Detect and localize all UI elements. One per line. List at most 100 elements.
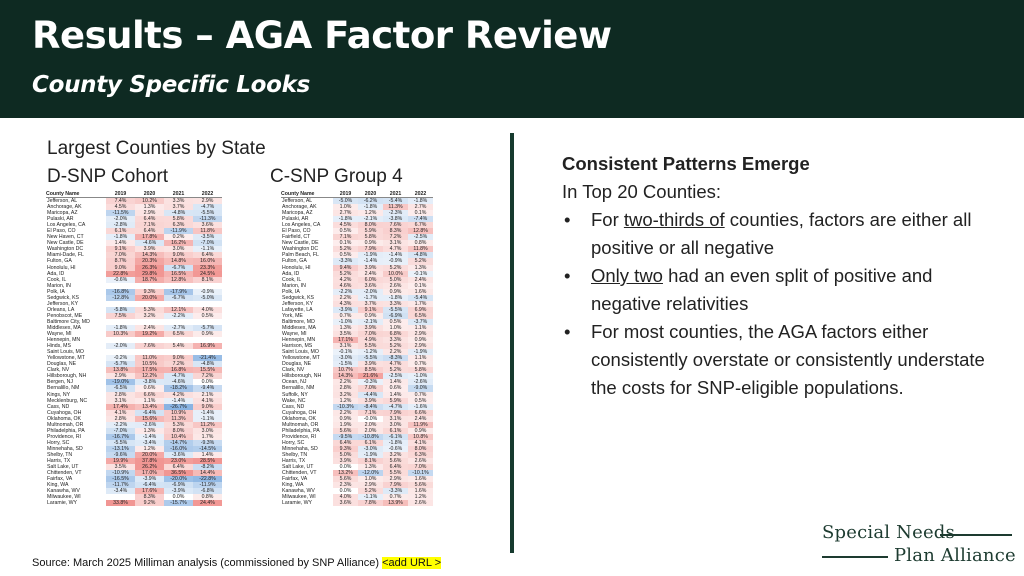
factor-cell: 3.1%	[106, 397, 135, 404]
factor-cell: 9.0%	[164, 355, 193, 362]
factor-cell: 0.9%	[193, 331, 222, 338]
factor-cell: 3.1%	[383, 415, 408, 422]
factor-cell: 0.1%	[408, 210, 433, 217]
table-row: Middlesex, MA -1.8% 2.4% -2.7% -5.7%	[46, 324, 222, 332]
factor-cell: -2.6%	[135, 421, 164, 428]
county-name-cell: Ada, ID	[282, 270, 300, 277]
table-row: El Paso, CO 0.5% 5.9% 8.3% 12.8%	[281, 228, 433, 235]
factor-cell: 0.7%	[408, 361, 433, 368]
factor-cell: -3.3%	[383, 488, 408, 495]
county-name-cell: Wayne, MI	[47, 331, 72, 338]
factor-cell: 10.4%	[164, 433, 193, 440]
factor-cell: 3.3%	[383, 337, 408, 344]
factor-cell: -3.9%	[333, 306, 358, 313]
column-header: 2020	[135, 191, 164, 198]
factor-cell: -2.6%	[408, 379, 433, 386]
factor-cell: 7.0%	[106, 252, 135, 259]
table-row: Laramie, WY 3.6% 7.8% 13.9% 2.6%	[281, 500, 433, 507]
table-row: Clark, NV 10.7% 8.5% 5.2% 5.8%	[281, 367, 433, 374]
county-name-cell: Jefferson, KY	[282, 300, 314, 307]
factor-cell: 0.5%	[333, 252, 358, 259]
findings-title: Consistent Patterns Emerge	[562, 153, 810, 174]
factor-cell: 4.1%	[408, 439, 433, 446]
factor-cell: 33.8%	[106, 500, 135, 507]
factor-cell: 3.2%	[135, 312, 164, 319]
factor-cell: -3.4%	[106, 488, 135, 495]
factor-cell: -9.4%	[193, 385, 222, 392]
factor-cell: 1.1%	[135, 397, 164, 404]
factor-cell: -0.9%	[193, 288, 222, 295]
factor-cell: 2.0%	[358, 421, 383, 428]
county-name-cell: Shelby, TN	[282, 451, 308, 458]
factor-cell: 1.0%	[383, 324, 408, 332]
factor-cell: -4.6%	[164, 379, 193, 386]
table-row: Polk, IA -16.8% 9.3% -17.9% -0.9%	[46, 288, 222, 295]
factor-cell: 0.7%	[333, 312, 358, 319]
table-row: Douglas, NE -5.7% 10.5% 7.2% -4.8%	[46, 361, 222, 368]
factor-cell: -5.0%	[333, 197, 358, 205]
factor-cell: 16.5%	[164, 270, 193, 277]
factor-cell: -5.5%	[383, 306, 408, 313]
factor-cell: 3.1%	[333, 343, 358, 350]
factor-cell: 4.0%	[333, 494, 358, 501]
county-name-cell: Marion, IN	[47, 282, 71, 289]
factor-cell: 1.4%	[383, 391, 408, 398]
factor-cell: 1.3%	[408, 264, 433, 271]
factor-cell: 8.0%	[358, 222, 383, 229]
county-name-cell: Philadelphia, PA	[282, 427, 320, 434]
county-name-cell: Hinds, MS	[47, 343, 71, 350]
factor-cell: -2.1%	[358, 318, 383, 325]
factor-cell: 2.4%	[408, 415, 433, 422]
factor-cell: 5.6%	[383, 458, 408, 465]
factor-cell: 6.8%	[383, 331, 408, 338]
factor-cell: 7.2%	[193, 373, 222, 380]
county-name-cell: Miami-Dade, FL	[47, 252, 84, 259]
county-name-cell: Cook, IL	[282, 276, 302, 283]
county-name-cell: Suffolk, NY	[282, 391, 308, 398]
county-name-cell: Minnehaha, SD	[282, 445, 318, 452]
table-row: Cuyahoga, OH 2.2% 7.1% 7.9% 6.6%	[281, 409, 433, 416]
factor-cell: 4.1%	[106, 409, 135, 416]
factor-cell: 1.9%	[333, 421, 358, 428]
county-name-cell: Yellowstone, MT	[282, 355, 320, 362]
table-row: Los Angeles, CA 4.5% 8.0% 7.6% 6.7%	[281, 222, 433, 229]
county-name-cell: Fairfield, CT	[282, 234, 311, 241]
factor-cell: 14.8%	[164, 258, 193, 265]
factor-cell: 5.8%	[408, 367, 433, 374]
county-name-cell: Pulaski, AR	[282, 216, 309, 223]
factor-cell: -1.8%	[358, 204, 383, 211]
table-row: Milwaukee, WI 4.0% -1.1% 0.7% 1.2%	[281, 494, 433, 501]
table-row: Bernalillo, NM -6.5% 0.6% -18.2% -9.4%	[46, 385, 222, 392]
table-row: Washington DC 5.2% 7.9% 4.7% 11.8%	[281, 246, 433, 253]
factor-cell: -3.0%	[358, 445, 383, 452]
factor-cell: -2.3%	[383, 210, 408, 217]
county-name-cell: Honolulu, HI	[282, 264, 311, 271]
factor-cell: -2.0%	[106, 343, 135, 350]
county-name-cell: Ocean, NJ	[282, 379, 307, 386]
factor-cell: -3.3%	[333, 258, 358, 265]
factor-cell: 2.3%	[333, 482, 358, 489]
county-name-cell: Yellowstone, MT	[47, 355, 85, 362]
factor-cell: 2.4%	[358, 270, 383, 277]
factor-cell: -5.0%	[193, 294, 222, 301]
factor-cell: 5.3%	[164, 421, 193, 428]
county-name-cell: Ada, ID	[47, 270, 65, 277]
factor-cell: 4.7%	[383, 361, 408, 368]
factor-cell: 1.1%	[408, 324, 433, 332]
factor-cell: -20.0%	[164, 476, 193, 483]
table-header-row: County Name 2019 2020 2021 2022	[281, 191, 433, 198]
factor-cell: 5.2%	[383, 343, 408, 350]
factor-cell: 12.8%	[164, 276, 193, 283]
factor-cell: -2.2%	[164, 312, 193, 319]
factor-cell: 21.6%	[358, 373, 383, 380]
factor-cell: -6.4%	[135, 409, 164, 416]
factor-cell: -0.6%	[106, 276, 135, 283]
county-name-cell: Pulaski, AR	[47, 216, 74, 223]
factor-cell: -3.8%	[135, 379, 164, 386]
table-row: Harrison, MS 3.1% 5.5% 5.2% 2.9%	[281, 343, 433, 350]
county-name-cell: Penobscot, ME	[47, 312, 83, 319]
factor-cell: 2.1%	[193, 391, 222, 398]
county-name-cell: King, WA	[282, 482, 304, 489]
factor-cell: 12.1%	[164, 306, 193, 313]
table-row: Multnomah, OR 1.9% 2.0% 3.0% 11.9%	[281, 421, 433, 428]
